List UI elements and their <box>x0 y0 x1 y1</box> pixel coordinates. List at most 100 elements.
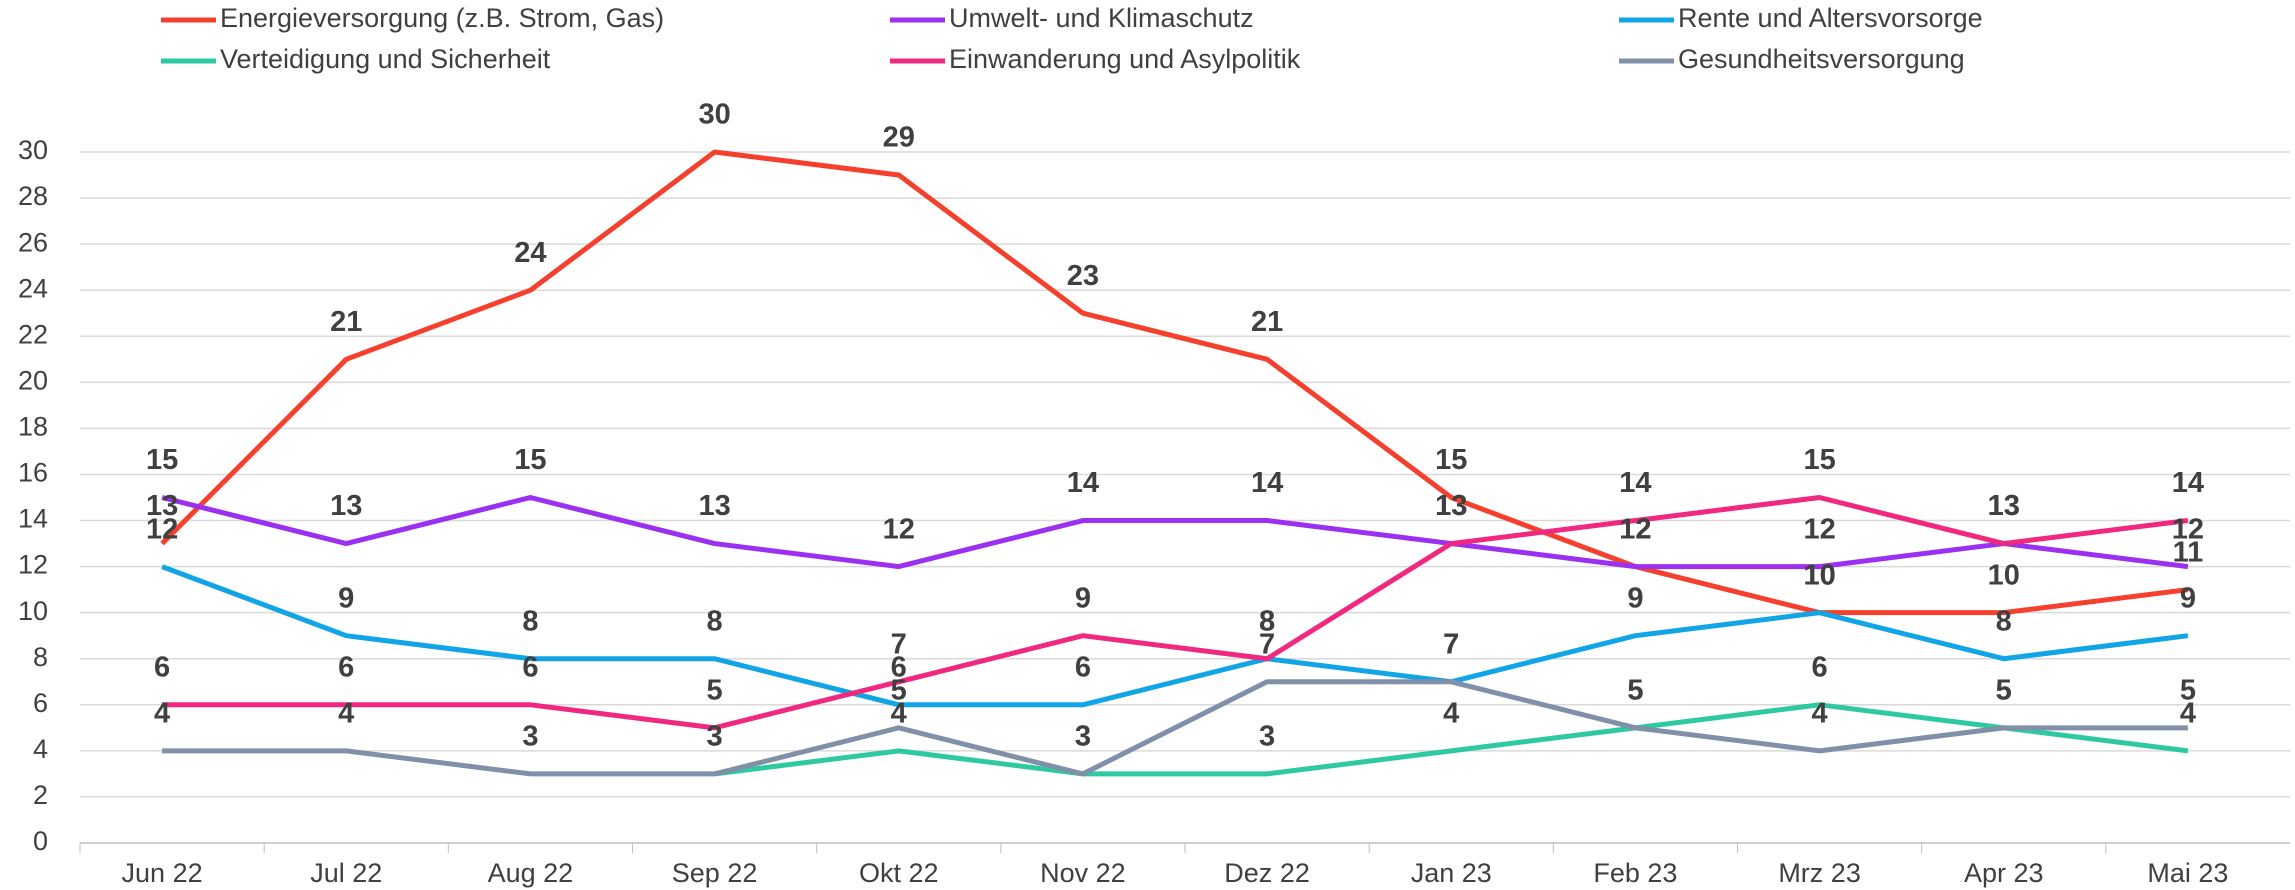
data-label: 10 <box>1988 559 2020 591</box>
y-tick-label: 6 <box>33 688 48 718</box>
data-label: 13 <box>698 490 730 522</box>
data-label: 7 <box>1443 628 1459 660</box>
x-tick-label: Jan 23 <box>1411 858 1492 888</box>
data-label: 3 <box>707 721 723 753</box>
data-label: 4 <box>2180 698 2196 730</box>
data-label: 24 <box>514 237 546 269</box>
data-label: 8 <box>707 605 723 637</box>
x-tick-label: Nov 22 <box>1040 858 1126 888</box>
series-line <box>161 564 2189 708</box>
x-tick-label: Feb 23 <box>1593 858 1677 888</box>
data-label: 6 <box>891 651 907 683</box>
data-label: 23 <box>1067 260 1099 292</box>
data-label: 30 <box>698 99 730 131</box>
data-label: 4 <box>154 698 170 730</box>
legend-label: Rente und Altersvorsorge <box>1678 3 1983 33</box>
data-label: 10 <box>1803 559 1835 591</box>
x-tick-label: Mrz 23 <box>1778 858 1861 888</box>
data-label: 12 <box>883 513 915 545</box>
data-label: 14 <box>1251 467 1283 499</box>
data-label: 13 <box>146 490 178 522</box>
data-label: 13 <box>1435 490 1467 522</box>
data-label: 10 <box>1803 559 1835 591</box>
data-label: 3 <box>522 721 538 753</box>
y-tick-label: 24 <box>18 273 48 303</box>
data-label: 14 <box>1619 467 1651 499</box>
x-tick-label: Sep 22 <box>672 858 758 888</box>
data-label: 14 <box>2172 467 2204 499</box>
data-label: 8 <box>1259 605 1275 637</box>
data-label: 5 <box>2180 674 2196 706</box>
data-label: 7 <box>891 628 907 660</box>
data-label: 4 <box>1443 698 1459 730</box>
y-tick-label: 10 <box>18 596 48 626</box>
y-tick-label: 0 <box>33 826 48 856</box>
data-label: 29 <box>883 122 915 154</box>
data-label: 9 <box>1627 582 1643 614</box>
data-label: 14 <box>1067 467 1099 499</box>
legend-label: Umwelt- und Klimaschutz <box>949 3 1254 33</box>
data-label: 6 <box>154 651 170 683</box>
y-tick-label: 2 <box>33 780 48 810</box>
data-label: 15 <box>1803 444 1835 476</box>
y-tick-label: 16 <box>18 458 48 488</box>
data-label: 21 <box>1251 306 1283 338</box>
y-tick-label: 14 <box>18 504 48 534</box>
data-label: 5 <box>891 674 907 706</box>
x-tick-label: Aug 22 <box>488 858 574 888</box>
data-label: 3 <box>1259 721 1275 753</box>
data-label: 12 <box>1619 513 1651 545</box>
data-label: 13 <box>1988 490 2020 522</box>
data-label: 15 <box>1435 444 1467 476</box>
data-label: 8 <box>522 605 538 637</box>
legend-label: Einwanderung und Asylpolitik <box>949 44 1301 74</box>
data-label: 5 <box>1627 674 1643 706</box>
data-label: 4 <box>1812 698 1828 730</box>
data-label: 3 <box>1075 721 1091 753</box>
y-tick-label: 28 <box>18 181 48 211</box>
y-tick-label: 8 <box>33 642 48 672</box>
data-label: 8 <box>1996 605 2012 637</box>
series-line <box>162 495 2189 731</box>
data-label: 8 <box>1259 605 1275 637</box>
series-line <box>161 495 2189 570</box>
data-label: 7 <box>1259 628 1275 660</box>
data-label: 6 <box>522 651 538 683</box>
data-label: 11 <box>2173 536 2204 568</box>
data-label: 4 <box>338 698 354 730</box>
series-line <box>162 679 2188 777</box>
data-label: 12 <box>146 513 178 545</box>
x-tick-label: Mai 23 <box>2147 858 2228 888</box>
data-label: 9 <box>1075 582 1091 614</box>
data-label: 4 <box>891 698 907 730</box>
data-label: 15 <box>146 444 178 476</box>
data-label: 5 <box>707 674 723 706</box>
data-label: 6 <box>338 651 354 683</box>
x-tick-label: Jun 22 <box>122 858 203 888</box>
data-label: 21 <box>330 306 362 338</box>
data-label: 9 <box>338 582 354 614</box>
data-label: 7 <box>1443 628 1459 660</box>
series-line <box>714 702 2189 777</box>
data-label: 12 <box>2172 513 2204 545</box>
data-label: 9 <box>2180 582 2196 614</box>
data-label: 13 <box>1988 490 2020 522</box>
x-tick-label: Apr 23 <box>1964 858 2044 888</box>
x-tick-label: Jul 22 <box>310 858 382 888</box>
data-label: 3 <box>707 721 723 753</box>
data-label: 3 <box>1075 721 1091 753</box>
data-label: 5 <box>1627 674 1643 706</box>
data-label: 5 <box>1996 674 2012 706</box>
y-tick-label: 12 <box>18 550 48 580</box>
legend-label: Energieversorgung (z.B. Strom, Gas) <box>220 3 664 33</box>
data-label: 6 <box>1075 651 1091 683</box>
data-label: 6 <box>1812 651 1828 683</box>
legend-label: Verteidigung und Sicherheit <box>220 44 551 74</box>
y-tick-label: 4 <box>33 734 48 764</box>
data-label: 12 <box>1803 513 1835 545</box>
x-tick-label: Okt 22 <box>859 858 939 888</box>
legend-label: Gesundheitsversorgung <box>1678 44 1965 74</box>
data-label: 13 <box>330 490 362 522</box>
x-tick-label: Dez 22 <box>1224 858 1310 888</box>
